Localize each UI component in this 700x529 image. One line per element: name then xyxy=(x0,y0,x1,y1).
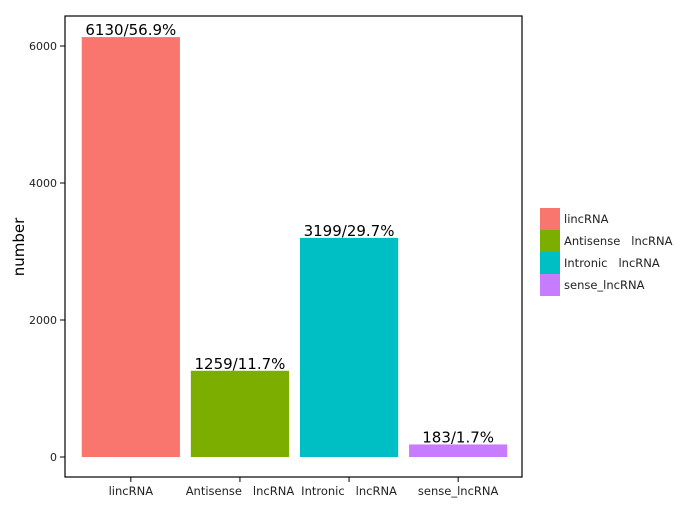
x-tick-label: sense_lncRNA xyxy=(418,484,499,498)
y-tick-label: 6000 xyxy=(29,40,57,53)
bar xyxy=(81,37,180,457)
legend-label: sense_lncRNA xyxy=(564,278,645,292)
legend-label: Antisense lncRNA xyxy=(564,234,673,248)
legend-item: Intronic lncRNA xyxy=(540,252,673,274)
x-tick-label: Intronic lncRNA xyxy=(301,484,397,498)
data-label: 183/1.7% xyxy=(422,428,494,446)
legend-swatch xyxy=(540,208,560,230)
y-tick-label: 2000 xyxy=(29,314,57,327)
legend-item: Antisense lncRNA xyxy=(540,230,673,252)
x-tick-label: lincRNA xyxy=(109,484,154,498)
y-tick-label: 4000 xyxy=(29,177,57,190)
legend-label: lincRNA xyxy=(564,212,609,226)
legend: lincRNA Antisense lncRNA Intronic lncRNA se… xyxy=(540,208,673,296)
legend-swatch xyxy=(540,274,560,296)
y-tick-label: 0 xyxy=(50,451,57,464)
data-label: 3199/29.7% xyxy=(304,222,395,240)
bar xyxy=(409,444,508,457)
data-label: 6130/56.9% xyxy=(85,21,176,39)
legend-item: sense_lncRNA xyxy=(540,274,673,296)
bar xyxy=(299,237,399,457)
bar xyxy=(190,370,290,457)
legend-swatch xyxy=(540,252,560,274)
legend-item: lincRNA xyxy=(540,208,673,230)
legend-swatch xyxy=(540,230,560,252)
y-axis-label: number xyxy=(10,217,28,276)
legend-label: Intronic lncRNA xyxy=(564,256,660,270)
data-label: 1259/11.7% xyxy=(195,355,286,373)
x-tick-label: Antisense lncRNA xyxy=(186,484,295,498)
